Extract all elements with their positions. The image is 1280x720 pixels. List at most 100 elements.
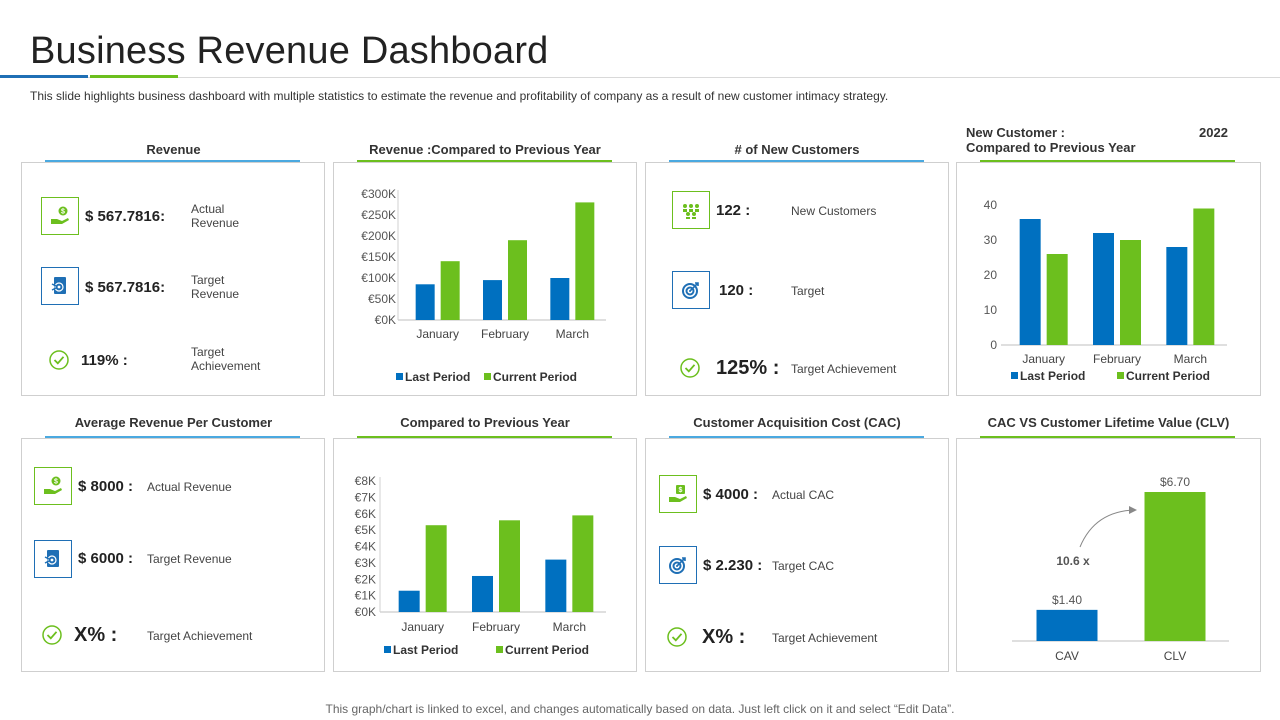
avg-revenue-title-underline: [45, 436, 300, 439]
bar: [483, 280, 502, 320]
y-tick-label: €8K: [355, 474, 376, 488]
cac-actual-value: $ 4000 :: [703, 486, 759, 503]
y-tick-label: €2K: [355, 572, 376, 586]
bar: [415, 284, 435, 320]
revenue-compared-chart: €0K €50K €100K €150K €200K €250K €300K January F…: [361, 187, 606, 384]
x-tick-label: February: [472, 620, 520, 634]
revenue-achievement-value: 119% :: [81, 352, 128, 369]
x-tick-label: CLV: [1164, 649, 1186, 663]
title-accent-green: [90, 75, 178, 78]
compared-prev-title-underline: [357, 436, 612, 439]
new-customer-compared-title-underline: [980, 160, 1235, 163]
avg-revenue-target-value: $ 6000 :: [78, 550, 134, 567]
x-tick-label: March: [1174, 352, 1207, 366]
y-tick-label: €3K: [355, 556, 376, 570]
bar: [572, 515, 594, 612]
y-tick-label: €250K: [361, 208, 396, 222]
y-tick-label: €1K: [355, 589, 376, 603]
y-tick-label: 0: [990, 338, 997, 352]
bar: [1093, 233, 1114, 345]
legend-swatch: [384, 646, 391, 653]
bar: [1046, 254, 1068, 345]
y-tick-label: €200K: [361, 229, 396, 243]
y-tick-label: 30: [984, 233, 998, 247]
title-divider: [0, 77, 1280, 78]
revenue-compared-title-underline: [357, 160, 612, 163]
bar: [472, 575, 493, 612]
y-tick-label: €100K: [361, 271, 396, 285]
y-tick-label: €6K: [355, 507, 376, 521]
avg-revenue-achievement-label: Target Achievement: [147, 629, 253, 643]
x-tick-label: February: [481, 327, 529, 341]
legend-swatch: [1117, 372, 1124, 379]
y-tick-label: 40: [984, 198, 998, 212]
new-customers-panel-title: # of New Customers: [734, 142, 860, 157]
legend-label: Last Period: [405, 370, 470, 384]
new-customers-achievement-label: Target Achievement: [791, 362, 897, 376]
y-tick-label: 20: [984, 268, 998, 282]
y-tick-label: €300K: [361, 187, 396, 201]
y-tick-label: €4K: [355, 540, 376, 554]
new-customer-compared-title: New Customer : Compared to Previous Year: [966, 125, 1136, 155]
cac-achievement-label: Target Achievement: [772, 631, 878, 645]
new-customers-target-label: Target: [791, 284, 825, 298]
revenue-actual-value: $ 567.7816:: [85, 208, 166, 225]
new-customers-value: 122 :: [716, 202, 751, 219]
avg-revenue-achievement-value: X% :: [74, 624, 118, 646]
x-tick-label: CAV: [1055, 649, 1079, 663]
revenue-actual-label: Actual Revenue: [191, 202, 240, 230]
footer-note: This graph/chart is linked to excel, and…: [325, 702, 955, 716]
cac-clv-card: [956, 438, 1261, 672]
revenue-title-underline: [45, 160, 300, 163]
y-tick-label: €7K: [355, 490, 376, 504]
svg-text:$: $: [54, 479, 58, 486]
revenue-target-label: Target Revenue: [191, 273, 240, 301]
cac-clv-panel-title: CAC VS Customer Lifetime Value (CLV): [987, 415, 1230, 430]
target-icon: [672, 271, 710, 309]
legend-label: Last Period: [1020, 369, 1085, 383]
legend-label: Current Period: [505, 643, 589, 657]
bar: [575, 202, 595, 320]
avg-revenue-target-label: Target Revenue: [147, 552, 232, 566]
y-tick-label: €0K: [375, 313, 396, 327]
check-circle-icon: [664, 624, 690, 650]
bar: [440, 261, 460, 320]
cac-clv-chart: $1.40 CAV $6.70 CLV 10.6 x: [1012, 475, 1229, 663]
revenue-target-value: $ 567.7816:: [85, 279, 166, 296]
target-document-icon: [34, 540, 72, 578]
cac-card: [645, 438, 949, 672]
data-label: $6.70: [1160, 475, 1190, 489]
revenue-panel-title: Revenue: [146, 142, 201, 157]
check-circle-icon: [677, 355, 703, 381]
new-customers-achievement-value: 125% :: [716, 357, 780, 379]
x-tick-label: January: [401, 620, 444, 634]
target-icon: [659, 546, 697, 584]
legend-swatch: [496, 646, 503, 653]
avg-revenue-actual-value: $ 8000 :: [78, 478, 134, 495]
revenue-achievement-label: Target Achievement: [191, 345, 261, 373]
avg-revenue-actual-label: Actual Revenue: [147, 480, 232, 494]
y-tick-label: €5K: [355, 523, 376, 537]
bar: [1019, 219, 1041, 345]
new-customers-label: New Customers: [791, 204, 877, 218]
cac-achievement-value: X% :: [702, 626, 746, 648]
bar: [1120, 240, 1141, 345]
y-tick-label: €150K: [361, 250, 396, 264]
bar: [1193, 208, 1215, 345]
x-tick-label: February: [1093, 352, 1141, 366]
new-customers-target-value: 120 :: [719, 282, 754, 299]
legend-label: Last Period: [393, 643, 458, 657]
bar: [545, 559, 567, 612]
svg-text:$: $: [679, 487, 683, 494]
multiplier-annotation: 10.6 x: [1056, 554, 1090, 568]
legend-swatch: [484, 373, 491, 380]
page-subtitle: This slide highlights business dashboard…: [30, 89, 889, 103]
x-tick-label: January: [1022, 352, 1065, 366]
growth-arrow: [1079, 509, 1136, 548]
new-customer-compared-year: 2022: [1199, 125, 1228, 140]
bar: [1166, 247, 1188, 345]
revenue-card: [21, 162, 325, 396]
bar: [499, 520, 520, 612]
svg-text:$: $: [61, 209, 65, 216]
bar: [1144, 492, 1206, 641]
